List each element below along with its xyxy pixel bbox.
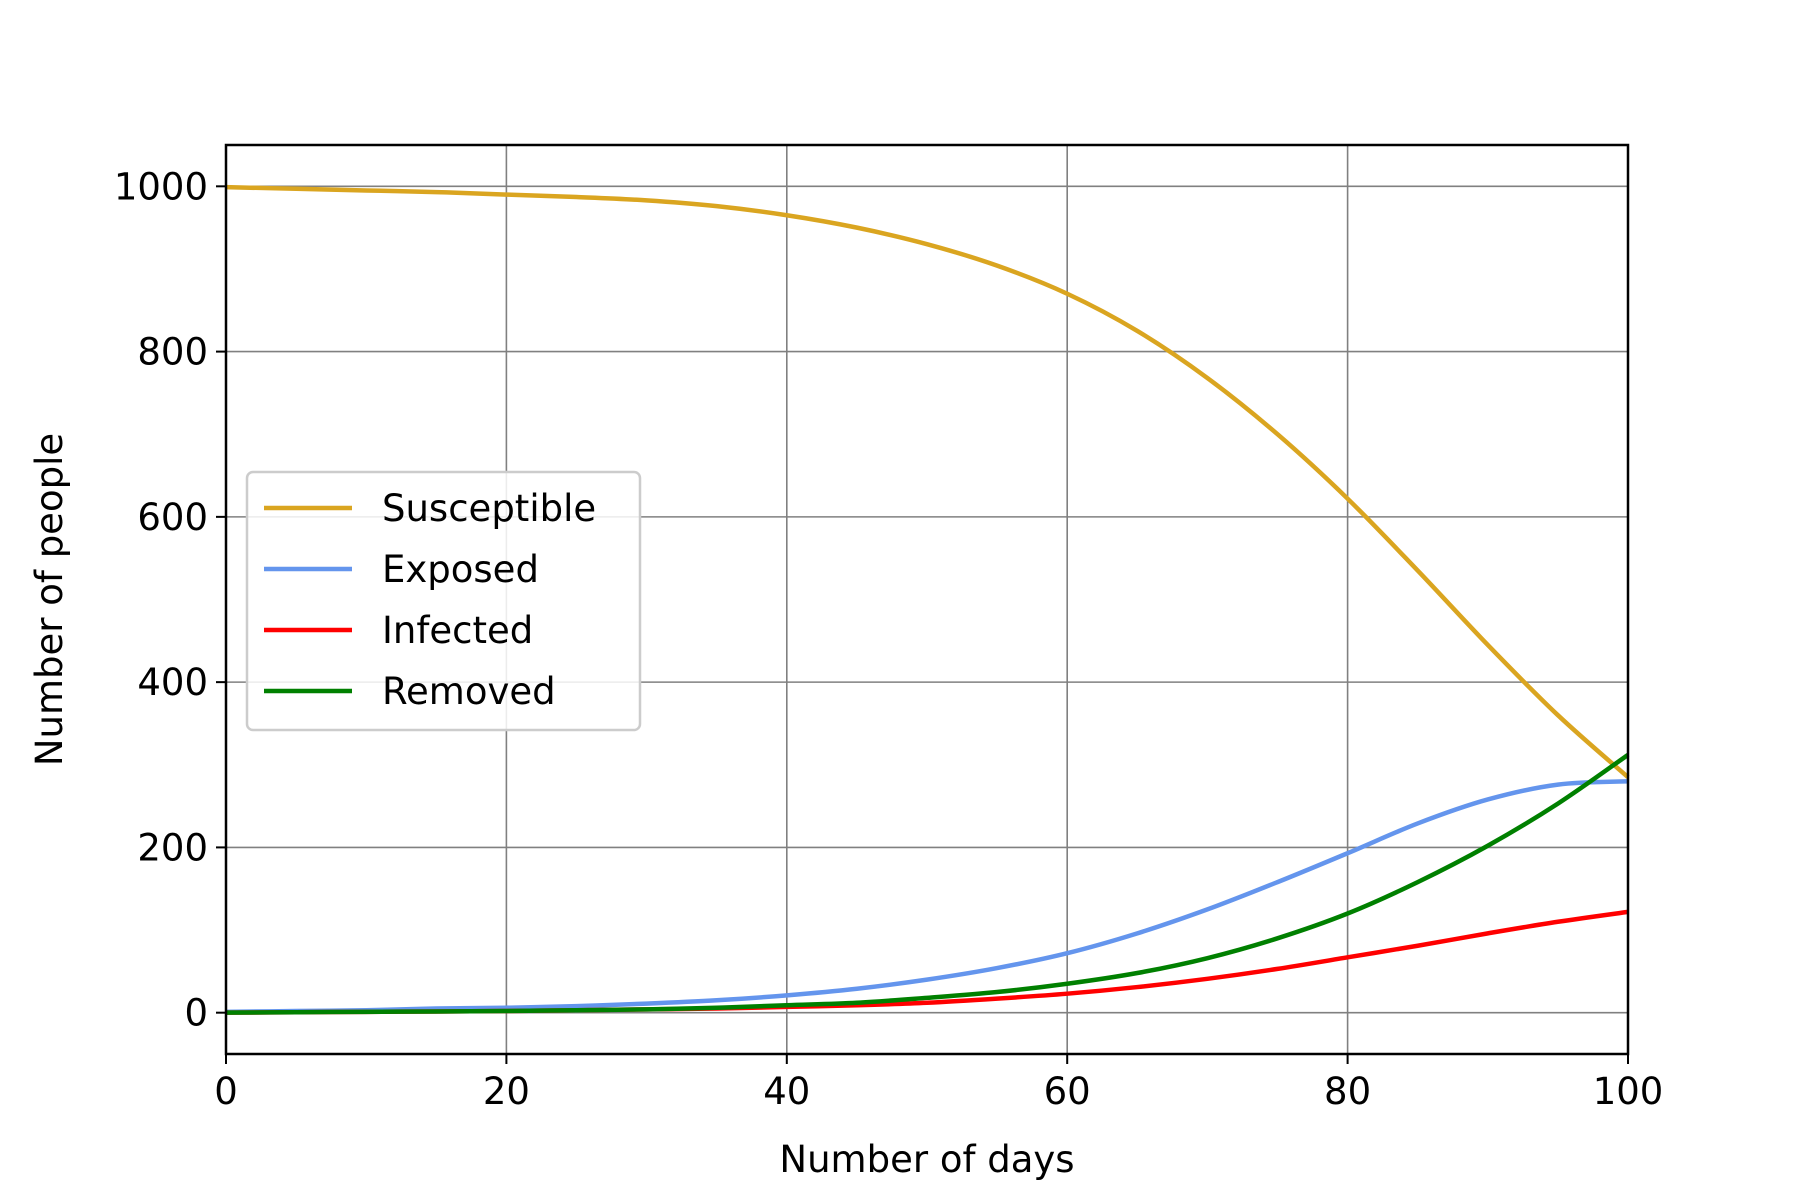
plot-frame xyxy=(224,143,1630,1056)
y-tick-label: 600 xyxy=(137,496,208,539)
legend-label-exposed: Exposed xyxy=(382,548,539,591)
series-line-exposed xyxy=(225,779,1629,1015)
legend-item-exposed: Exposed xyxy=(264,548,539,591)
x-axis-label: Number of days xyxy=(779,1138,1074,1181)
legend-item-removed: Removed xyxy=(264,670,556,713)
legend-box xyxy=(245,470,642,732)
legend-label-susceptible: Susceptible xyxy=(382,487,596,530)
x-tick-label: 80 xyxy=(1324,1070,1371,1113)
y-tick-label: 200 xyxy=(137,826,208,869)
y-tick-label: 400 xyxy=(137,661,208,704)
y-axis-label: Number of people xyxy=(28,433,71,766)
y-tick-label: 0 xyxy=(184,992,208,1035)
y-tick-label: 1000 xyxy=(114,165,208,208)
legend-label-removed: Removed xyxy=(382,670,556,713)
x-tick-label: 20 xyxy=(483,1070,530,1113)
x-tick-label: 0 xyxy=(214,1070,238,1113)
legend: Susceptible Exposed Infected Removed xyxy=(245,470,642,732)
legend-label-infected: Infected xyxy=(382,609,533,652)
x-tick-label: 40 xyxy=(763,1070,810,1113)
legend-item-infected: Infected xyxy=(264,609,533,652)
series-line-removed xyxy=(225,753,1630,1015)
legend-item-susceptible: Susceptible xyxy=(264,487,596,530)
x-tick-label: 100 xyxy=(1593,1070,1664,1113)
series-lines xyxy=(225,184,1630,1015)
series-line-susceptible xyxy=(225,184,1630,779)
x-tick-label: 60 xyxy=(1044,1070,1091,1113)
y-tick-label: 800 xyxy=(137,331,208,374)
